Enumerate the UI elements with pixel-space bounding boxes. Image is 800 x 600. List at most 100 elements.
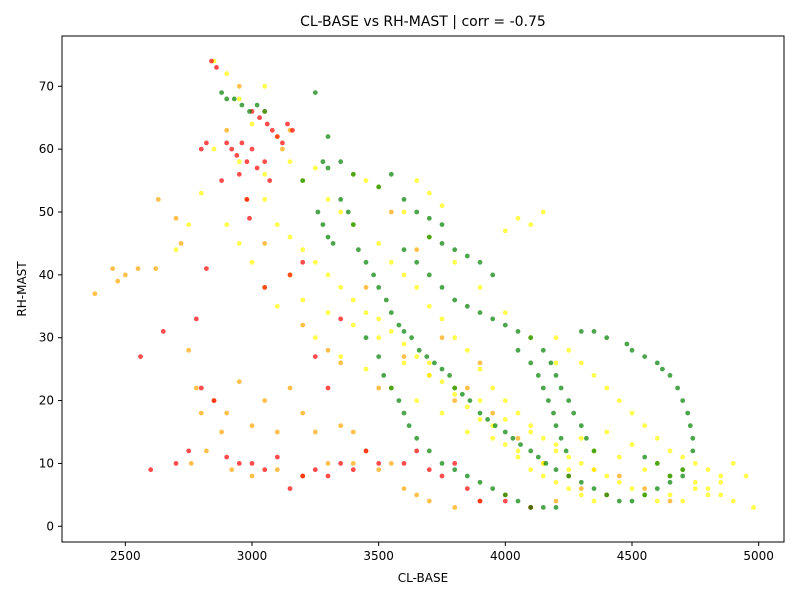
scatter-point: [629, 498, 635, 504]
scatter-point: [236, 171, 242, 177]
scatter-point: [396, 322, 402, 328]
scatter-point: [584, 435, 589, 441]
scatter-point: [325, 461, 331, 466]
scatter-point: [642, 467, 648, 473]
scatter-point: [254, 165, 260, 171]
scatter-point: [376, 184, 382, 190]
scatter-point: [204, 448, 209, 454]
scatter-point: [515, 215, 521, 221]
scatter-point: [338, 423, 344, 429]
scatter-point: [312, 354, 318, 359]
scatter-point: [515, 448, 521, 454]
scatter-point: [414, 354, 420, 359]
scatter-point: [376, 354, 382, 359]
scatter-point: [528, 222, 534, 228]
scatter-point: [604, 385, 610, 391]
scatter-point: [660, 366, 665, 372]
y-tick-label: 0: [46, 519, 54, 533]
scatter-point: [249, 473, 255, 479]
scatter-point: [477, 259, 483, 265]
scatter-point: [249, 461, 255, 466]
scatter-point: [287, 385, 293, 391]
y-tick-label: 40: [39, 268, 54, 282]
y-tick-label: 50: [39, 205, 54, 219]
scatter-point: [406, 423, 412, 429]
scatter-point: [553, 423, 559, 429]
scatter-point: [426, 272, 432, 278]
scatter-point: [219, 429, 225, 435]
scatter-point: [464, 486, 470, 491]
scatter-point: [426, 234, 432, 240]
scatter-point: [426, 215, 432, 221]
scatter-point: [110, 266, 116, 271]
scatter-point: [667, 479, 673, 485]
scatter-point: [490, 486, 496, 491]
scatter-point: [115, 278, 121, 284]
scatter-point: [338, 316, 344, 322]
scatter-point: [224, 127, 230, 133]
scatter-point: [540, 505, 546, 510]
scatter-point: [363, 178, 369, 184]
y-axis-ticks: 0 10 20 30 40 50 60 70: [39, 79, 62, 533]
scatter-point: [553, 467, 559, 473]
scatter-point: [219, 90, 225, 95]
scatter-point: [553, 479, 559, 485]
scatter-point: [477, 398, 483, 403]
scatter-point: [502, 310, 508, 315]
scatter-point: [553, 373, 559, 378]
scatter-point: [667, 373, 673, 378]
scatter-point: [502, 492, 508, 498]
scatter-point: [224, 71, 230, 77]
scatter-point: [414, 435, 420, 441]
scatter-point: [692, 461, 698, 466]
scatter-point: [515, 347, 521, 353]
scatter-point: [452, 335, 458, 341]
scatter-point: [528, 467, 534, 473]
scatter-point: [566, 467, 572, 473]
scatter-point: [452, 385, 458, 391]
scatter-point: [528, 423, 534, 429]
scatter-point: [551, 410, 556, 416]
scatter-point: [325, 197, 331, 202]
scatter-point: [338, 461, 344, 466]
scatter-point: [426, 303, 432, 309]
chart-title: CL-BASE vs RH-MAST | corr = -0.75: [300, 14, 546, 30]
scatter-point: [642, 423, 648, 429]
scatter-point: [616, 498, 622, 504]
scatter-point: [92, 291, 98, 297]
scatter-point: [262, 159, 268, 165]
scatter-point: [692, 486, 698, 491]
scatter-point: [502, 417, 508, 422]
scatter-point: [467, 398, 473, 403]
scatter-point: [214, 65, 219, 70]
scatter-point: [173, 247, 179, 253]
scatter-point: [439, 203, 445, 209]
scatter-point: [571, 410, 577, 416]
scatter-point: [426, 498, 432, 504]
scatter-point: [262, 171, 268, 177]
scatter-points: [92, 58, 756, 510]
scatter-point: [490, 272, 496, 278]
scatter-point: [439, 316, 445, 322]
scatter-point: [515, 410, 521, 416]
scatter-point: [204, 266, 209, 271]
scatter-point: [414, 448, 420, 454]
scatter-point: [274, 222, 280, 228]
scatter-point: [376, 461, 382, 466]
scatter-point: [135, 266, 141, 271]
scatter-point: [685, 410, 691, 416]
scatter-point: [376, 285, 382, 290]
plot-frame: [61, 35, 785, 543]
scatter-point: [287, 272, 293, 278]
scatter-point: [160, 329, 166, 334]
scatter-point: [186, 222, 192, 228]
scatter-point: [280, 140, 285, 146]
scatter-point: [452, 247, 458, 253]
scatter-point: [388, 385, 394, 391]
scatter-point: [439, 379, 445, 385]
scatter-point: [502, 322, 508, 328]
scatter-point: [553, 498, 559, 504]
scatter-point: [578, 479, 584, 485]
